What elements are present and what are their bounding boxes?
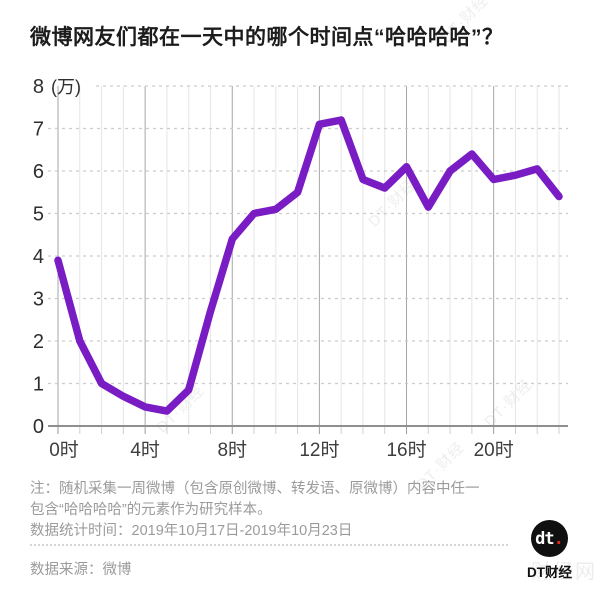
footnote-line-2: 包含“哈哈哈哈”的元素作为研究样本。 bbox=[30, 502, 272, 518]
svg-text:20时: 20时 bbox=[474, 439, 514, 461]
footnote-line-3: 数据统计时间：2019年10月17日-2019年10月23日 bbox=[30, 523, 353, 539]
watermark-corner-text: 财经网 bbox=[531, 561, 597, 583]
dt-caijing-logo: dt. DT财经 bbox=[527, 520, 572, 581]
vertical-gridlines bbox=[57, 86, 560, 426]
dt-logo-caption: DT财经 bbox=[527, 565, 572, 580]
svg-text:7: 7 bbox=[33, 119, 44, 141]
footnote-line-1: 注：随机采集一周微博（包含原创微博、转发语、原微博）内容中任一 bbox=[30, 481, 480, 497]
dt-logo-dot: . bbox=[553, 528, 564, 549]
x-axis-ticks bbox=[57, 427, 560, 434]
svg-text:8时: 8时 bbox=[217, 439, 247, 461]
svg-text:4时: 4时 bbox=[130, 439, 160, 461]
line-chart: 0 1 2 3 4 5 6 7 8 (万) 0时 4时 8时 12时 16时 20时 bbox=[33, 76, 568, 461]
horizontal-gridlines bbox=[48, 85, 568, 385]
dt-logo-icon: dt. bbox=[530, 520, 568, 557]
chart-title: 微博网友们都在一天中的哪个时间点“哈哈哈哈”？ bbox=[30, 26, 504, 49]
dt-logo-mark: dt. bbox=[535, 528, 564, 549]
svg-text:2: 2 bbox=[33, 331, 44, 353]
y-axis-labels: 0 1 2 3 4 5 6 7 8 (万) bbox=[33, 76, 81, 438]
data-source-label: 数据来源：微博 bbox=[30, 562, 132, 578]
footnote-block: 注：随机采集一周微博（包含原创微博、转发语、原微博）内容中任一 包含“哈哈哈哈”… bbox=[30, 479, 510, 542]
svg-text:12时: 12时 bbox=[299, 439, 339, 461]
svg-text:0: 0 bbox=[33, 416, 44, 438]
svg-text:8: 8 bbox=[33, 76, 44, 98]
svg-text:(万): (万) bbox=[51, 77, 81, 97]
svg-text:4: 4 bbox=[33, 246, 44, 268]
x-axis-labels: 0时 4时 8时 12时 16时 20时 bbox=[49, 439, 514, 461]
svg-text:6: 6 bbox=[33, 161, 44, 183]
svg-text:5: 5 bbox=[33, 204, 44, 226]
svg-text:1: 1 bbox=[33, 374, 44, 396]
svg-text:16时: 16时 bbox=[386, 439, 426, 461]
svg-text:0时: 0时 bbox=[49, 439, 79, 461]
series-line bbox=[54, 116, 563, 415]
dotted-divider bbox=[30, 544, 508, 546]
svg-text:3: 3 bbox=[33, 289, 44, 311]
